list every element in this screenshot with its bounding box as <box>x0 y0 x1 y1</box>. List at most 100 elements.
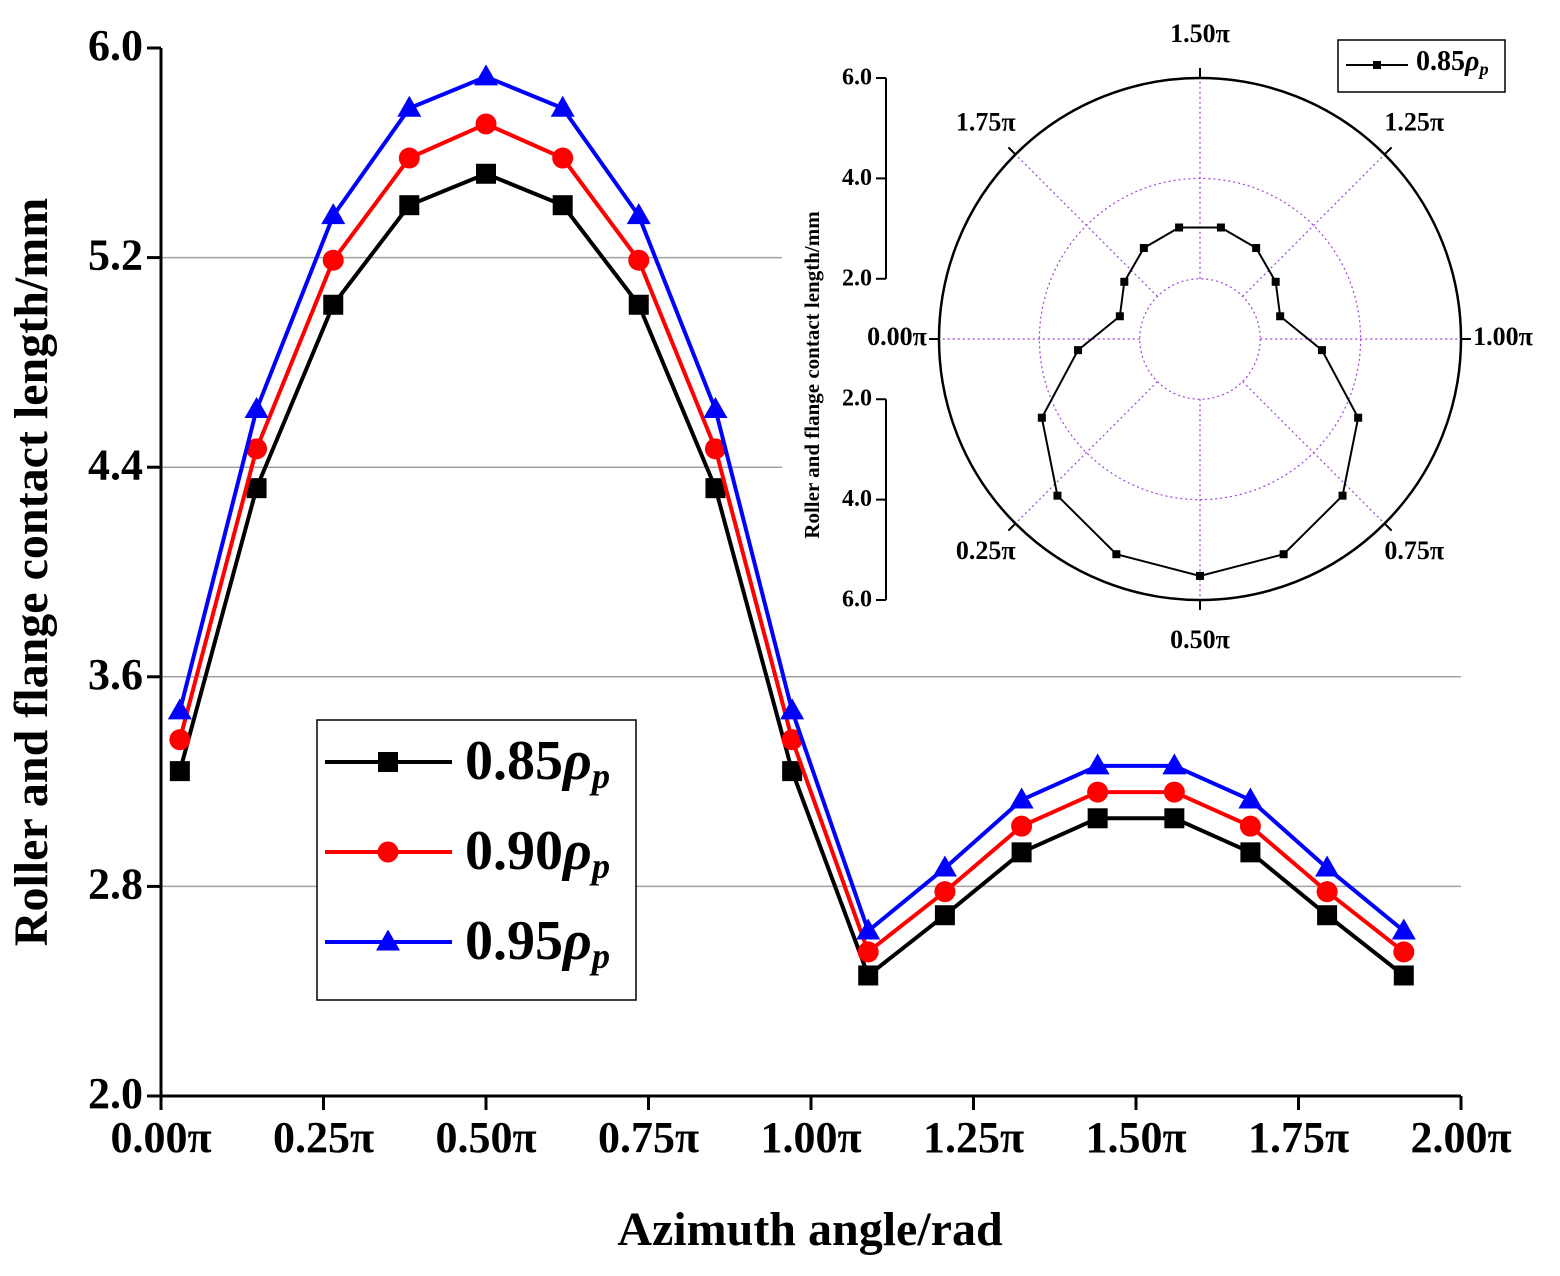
marker <box>1393 965 1414 986</box>
marker <box>378 752 398 772</box>
marker <box>705 478 726 499</box>
x-tick-label: 0.50π <box>435 1113 536 1162</box>
y-tick-label: 4.4 <box>88 440 143 489</box>
polar-spoke <box>1242 381 1385 524</box>
marker <box>1239 815 1261 837</box>
marker <box>1315 855 1340 877</box>
r-tick-label: 4.0 <box>842 486 872 512</box>
marker <box>1317 905 1338 926</box>
marker <box>476 163 496 184</box>
marker <box>626 203 651 225</box>
marker <box>1279 550 1288 559</box>
theta-tick <box>1007 522 1017 532</box>
marker <box>1240 842 1261 863</box>
x-tick-label: 1.75π <box>1248 1113 1349 1162</box>
theta-tick <box>1383 146 1393 156</box>
marker <box>1276 312 1285 321</box>
marker <box>246 478 267 499</box>
marker <box>244 397 269 419</box>
y-axis-title: Roller and flange contact length/mm <box>5 198 58 946</box>
marker <box>1338 491 1347 500</box>
marker <box>1115 312 1124 321</box>
x-tick-label: 1.00π <box>760 1113 861 1162</box>
marker <box>1354 413 1363 422</box>
theta-tick-label: 0.25π <box>956 536 1016 565</box>
marker <box>1011 815 1033 837</box>
marker <box>1112 550 1121 559</box>
x-tick-label: 0.25π <box>273 1113 374 1162</box>
marker <box>1053 491 1062 500</box>
marker <box>377 841 399 863</box>
marker <box>1216 223 1225 232</box>
marker <box>934 881 956 903</box>
marker <box>703 397 728 419</box>
polar-spoke <box>1242 154 1385 297</box>
y-tick-label: 5.2 <box>88 231 143 280</box>
theta-tick-label: 1.75π <box>956 108 1016 137</box>
marker <box>376 929 400 951</box>
marker <box>704 438 726 460</box>
legend-label: 0.95ρp <box>465 910 610 977</box>
x-tick-label: 2.00π <box>1410 1113 1511 1162</box>
y-tick-label: 6.0 <box>88 21 143 70</box>
marker <box>932 855 957 877</box>
marker <box>1009 787 1034 809</box>
marker <box>628 249 650 271</box>
marker <box>1085 753 1110 775</box>
marker <box>781 729 803 751</box>
marker <box>1393 941 1415 963</box>
marker <box>167 698 192 720</box>
marker <box>321 203 346 225</box>
marker <box>858 965 879 986</box>
marker <box>1373 61 1381 69</box>
marker <box>1271 277 1280 286</box>
marker <box>1391 918 1416 940</box>
polar-series-line <box>1040 226 1360 577</box>
polar-spoke <box>1015 154 1158 297</box>
polar-spoke <box>1015 381 1158 524</box>
legend-label: 0.90ρp <box>465 820 610 887</box>
r-tick-label: 4.0 <box>842 165 872 191</box>
y-tick-label: 2.0 <box>88 1069 143 1118</box>
marker <box>1037 413 1046 422</box>
marker <box>552 195 573 216</box>
marker <box>1238 787 1263 809</box>
marker <box>1087 781 1109 803</box>
marker <box>1317 346 1326 355</box>
theta-tick-label: 1.50π <box>1170 19 1230 48</box>
x-tick-label: 0.75π <box>598 1113 699 1162</box>
marker <box>474 64 498 86</box>
marker <box>1120 277 1129 286</box>
theta-tick-label: 1.00π <box>1473 322 1533 351</box>
theta-tick-label: 0.75π <box>1384 536 1444 565</box>
theta-tick-label: 0.50π <box>1170 625 1230 654</box>
marker <box>399 195 420 216</box>
inset-legend-label: 0.85ρp <box>1416 46 1489 79</box>
r-tick-label: 2.0 <box>842 386 872 412</box>
r-tick-label: 6.0 <box>842 65 872 91</box>
x-axis-title: Azimuth angle/rad <box>617 1203 1003 1256</box>
marker <box>169 729 191 751</box>
marker <box>628 294 649 315</box>
marker <box>246 438 268 460</box>
legend-label: 0.85ρp <box>465 730 610 797</box>
marker <box>856 918 881 940</box>
inset-y-axis-title: Roller and flange contact length/mm <box>800 211 824 539</box>
marker <box>552 147 574 169</box>
marker <box>397 95 422 117</box>
marker <box>1316 881 1338 903</box>
y-tick-label: 2.8 <box>88 859 143 908</box>
theta-tick <box>1383 522 1393 532</box>
marker <box>1196 571 1204 580</box>
polar-outer-circle <box>937 76 1463 602</box>
r-tick-label: 6.0 <box>842 587 872 613</box>
marker <box>780 698 805 720</box>
marker <box>1074 346 1083 355</box>
legend-box <box>316 719 637 1001</box>
marker <box>475 113 497 135</box>
marker <box>934 905 955 926</box>
x-tick-label: 1.25π <box>923 1113 1024 1162</box>
x-tick-label: 1.50π <box>1085 1113 1186 1162</box>
inset-background <box>782 30 1560 652</box>
